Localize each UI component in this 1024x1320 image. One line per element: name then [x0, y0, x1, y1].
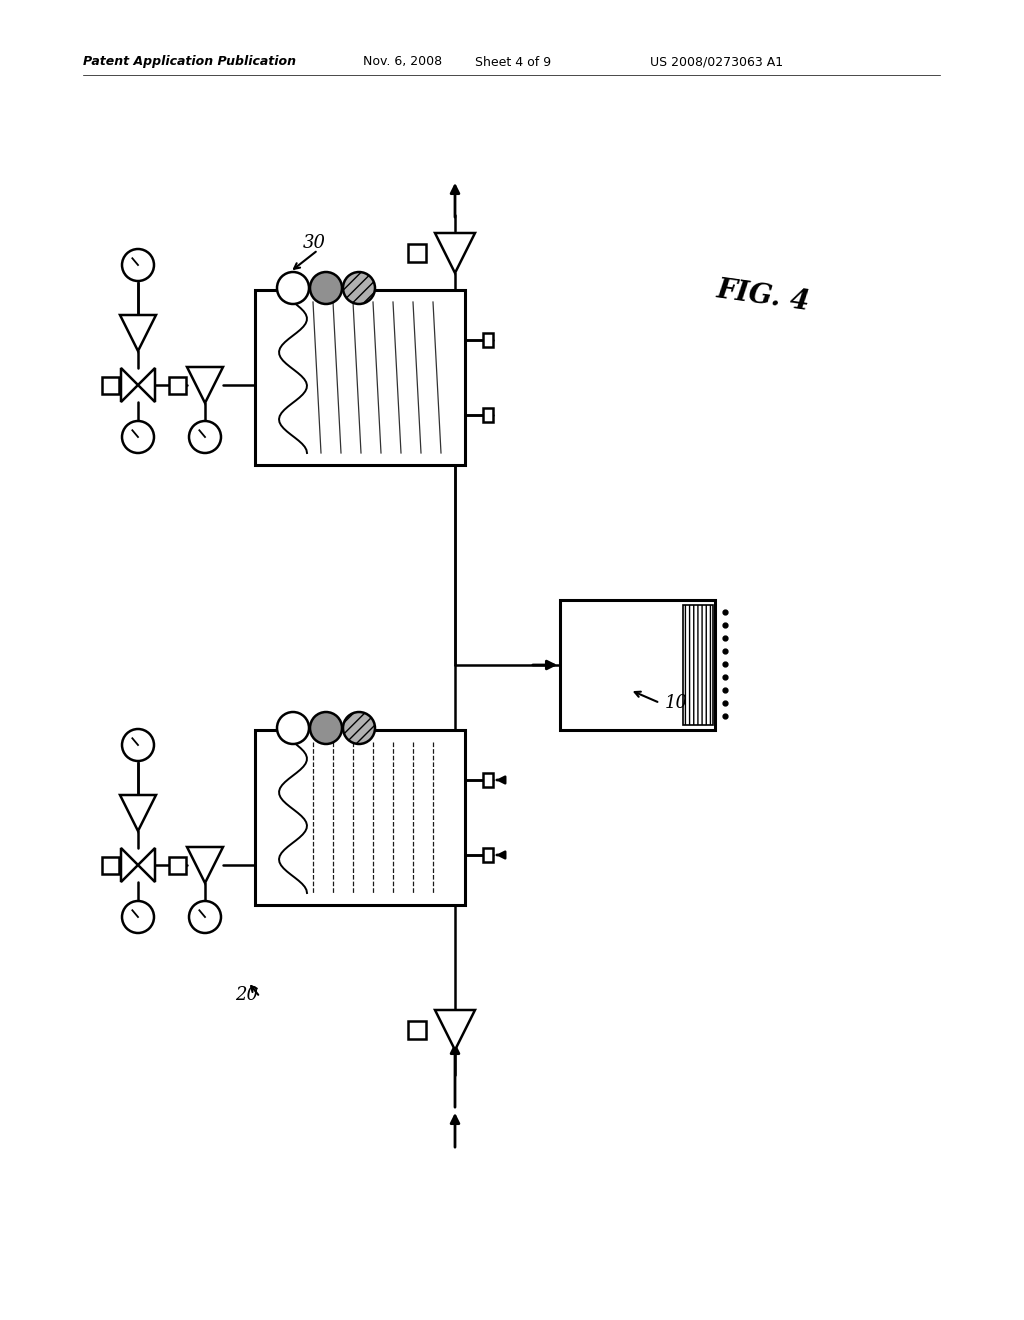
Text: FIG. 4: FIG. 4 [715, 276, 812, 315]
Polygon shape [121, 368, 138, 403]
Circle shape [122, 729, 154, 762]
Polygon shape [435, 234, 475, 273]
Bar [255, 290, 465, 465]
Text: 10: 10 [665, 694, 688, 711]
Circle shape [122, 421, 154, 453]
Polygon shape [120, 795, 156, 832]
Circle shape [189, 902, 221, 933]
Circle shape [278, 272, 309, 304]
Polygon shape [187, 367, 223, 403]
Polygon shape [121, 847, 138, 882]
Bar [169, 376, 185, 393]
Bar [101, 376, 119, 393]
Text: Patent Application Publication: Patent Application Publication [83, 55, 296, 69]
Text: US 2008/0273063 A1: US 2008/0273063 A1 [650, 55, 783, 69]
Bar [483, 408, 493, 422]
Circle shape [189, 421, 221, 453]
Bar [169, 857, 185, 874]
Circle shape [122, 249, 154, 281]
Text: Sheet 4 of 9: Sheet 4 of 9 [475, 55, 551, 69]
Polygon shape [120, 315, 156, 351]
Circle shape [343, 272, 375, 304]
Bar [101, 857, 119, 874]
Circle shape [343, 711, 375, 744]
Polygon shape [138, 368, 155, 403]
Text: Nov. 6, 2008: Nov. 6, 2008 [362, 55, 442, 69]
Bar [255, 730, 465, 906]
Bar [408, 1020, 426, 1039]
Bar [560, 601, 715, 730]
Text: 20: 20 [234, 986, 258, 1005]
Circle shape [310, 711, 342, 744]
Circle shape [310, 272, 342, 304]
Circle shape [122, 902, 154, 933]
Bar [408, 244, 426, 261]
Polygon shape [138, 847, 155, 882]
Bar [483, 333, 493, 347]
Polygon shape [435, 1010, 475, 1049]
Bar [483, 847, 493, 862]
Text: 30: 30 [303, 234, 326, 252]
Polygon shape [187, 847, 223, 883]
Circle shape [278, 711, 309, 744]
Bar [683, 605, 713, 725]
Bar [483, 774, 493, 787]
